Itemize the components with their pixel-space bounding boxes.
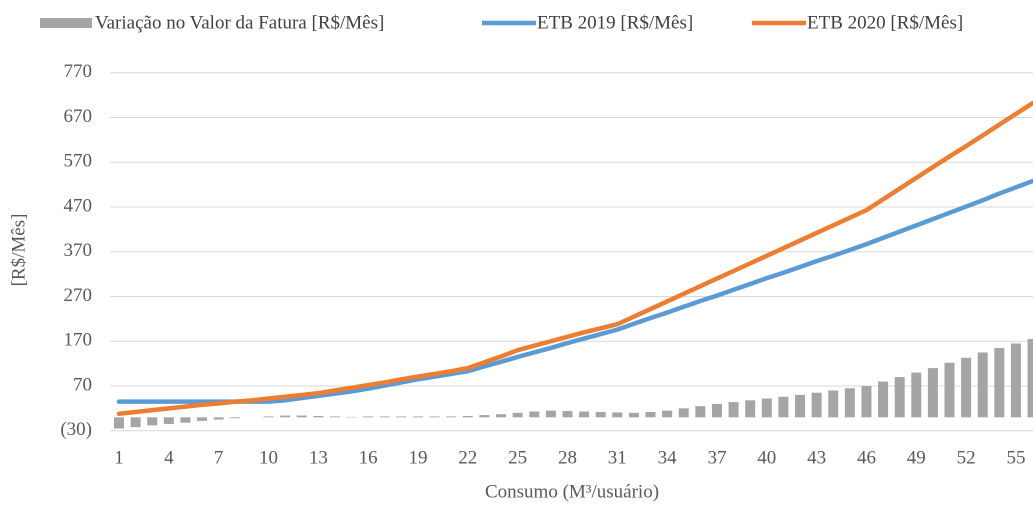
bar [595,411,606,418]
y-tick-label: 270 [64,285,93,306]
x-tick-label: 16 [359,447,378,468]
bar [197,417,208,421]
bar [579,411,590,418]
x-tick-label: 28 [558,447,577,468]
line [116,178,1033,404]
bar [1027,339,1033,418]
bar [911,372,922,418]
bar [562,411,573,418]
bar [180,417,191,423]
bar [163,417,174,425]
bar [844,388,855,418]
legend-swatch [40,18,92,28]
legend-label: ETB 2020 [R$/Mês] [807,12,963,33]
bar [894,377,905,418]
bar [927,368,938,418]
bar [213,417,224,420]
x-tick-label: 31 [608,447,627,468]
bar [778,396,789,418]
x-tick-label: 1 [114,447,124,468]
bar [861,386,872,418]
bar [761,398,772,418]
bar [512,412,523,418]
x-axis-title: Consumo (M³/usuário) [485,481,659,502]
bar [479,415,490,418]
x-tick-label: 55 [1006,447,1025,468]
bar [529,411,540,418]
x-tick-label: 7 [214,447,224,468]
bar [446,416,457,418]
bar [961,357,972,418]
bar [695,406,706,418]
bar [329,416,340,418]
bar [130,417,141,428]
x-tick-label: 4 [164,447,174,468]
x-tick-label: 52 [957,447,976,468]
y-axis-title: [R$/Mês] [8,214,29,287]
y-tick-label: 170 [64,330,93,351]
y-tick-label: 470 [64,195,93,216]
x-tick-label: 46 [857,447,876,468]
bar [811,392,822,418]
bar [678,408,689,418]
bar [1010,343,1021,418]
bar [230,417,241,419]
legend-label: Variação no Valor da Fatura [R$/Mês] [95,12,384,33]
x-tick-label: 19 [408,447,427,468]
x-tick-label: 22 [458,447,477,468]
bar [612,412,623,418]
y-tick-label: 770 [64,61,93,82]
y-tick-label: 670 [64,106,93,127]
bar [645,411,656,418]
bar [429,416,440,418]
bar [412,416,423,418]
bar [745,400,756,418]
bar [628,412,639,418]
y-tick-label: 370 [64,240,93,261]
x-tick-label: 13 [309,447,328,468]
bar [379,416,390,418]
y-tick-label: 570 [64,151,93,172]
bar [396,416,407,418]
y-tick-label: 70 [73,374,92,395]
bar [828,390,839,418]
bar [496,414,507,418]
x-tick-label: 43 [807,447,826,468]
legend-label: ETB 2019 [R$/Mês] [537,12,693,33]
bar [296,415,307,418]
x-tick-label: 40 [757,447,776,468]
bar [462,415,473,418]
bar [977,352,988,418]
x-tick-label: 49 [907,447,926,468]
bar [994,347,1005,418]
x-tick-label: 25 [508,447,527,468]
legend: Variação no Valor da Fatura [R$/Mês] ETB … [40,12,963,33]
bar [114,417,124,429]
bar [878,381,889,418]
bar [944,362,955,418]
bar [363,416,374,418]
x-tick-label: 34 [658,447,678,468]
bar [280,415,291,418]
bar [795,394,806,418]
y-tick-label: (30) [60,419,92,440]
line [116,100,1033,416]
bar [711,403,722,418]
bar [545,410,556,418]
x-tick-label: 10 [259,447,278,468]
bar [313,415,324,418]
bar [728,402,739,418]
bar [662,410,673,418]
x-tick-label: 37 [707,447,726,468]
bar [147,417,158,426]
bar [263,416,274,418]
